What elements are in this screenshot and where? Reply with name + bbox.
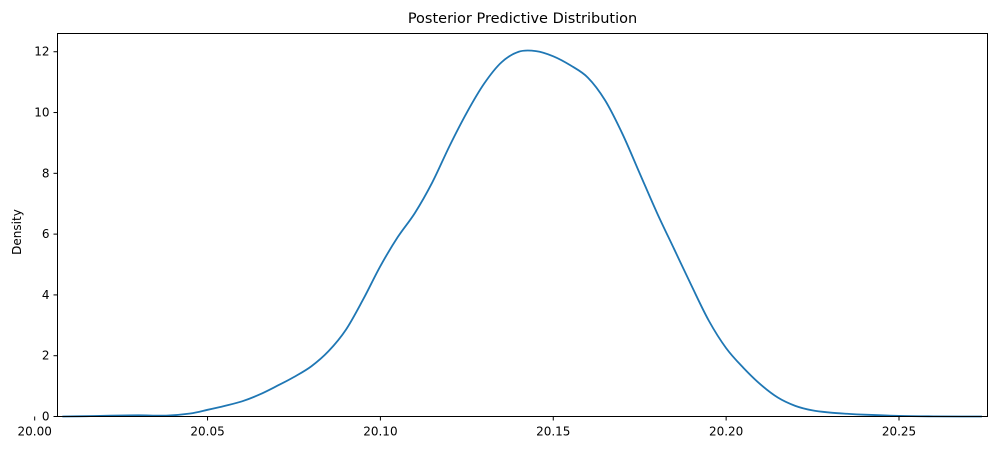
y-tick-label: 8 — [42, 166, 50, 180]
chart-title: Posterior Predictive Distribution — [408, 11, 637, 27]
y-axis-label: Density — [10, 209, 24, 255]
y-tick-label: 2 — [42, 349, 50, 363]
y-tick-label: 4 — [42, 288, 50, 302]
plot-frame — [57, 33, 988, 417]
density-curve — [62, 49, 982, 418]
x-tick-label: 20.20 — [709, 425, 743, 439]
x-tick-label: 20.10 — [363, 425, 397, 439]
x-tick-label: 20.05 — [190, 425, 224, 439]
y-tick-label: 6 — [42, 227, 50, 241]
y-tick-label: 10 — [34, 106, 49, 120]
x-tick-label: 20.25 — [882, 425, 916, 439]
plot-area: 20.00 20.05 20.10 20.15 20.20 20.25 0 2 4 6 8 10 12 — [18, 45, 982, 439]
y-tick-label: 0 — [42, 410, 50, 424]
x-tick-label: 20.15 — [536, 425, 570, 439]
x-tick-label: 20.00 — [18, 425, 52, 439]
y-tick-label: 12 — [34, 45, 49, 59]
